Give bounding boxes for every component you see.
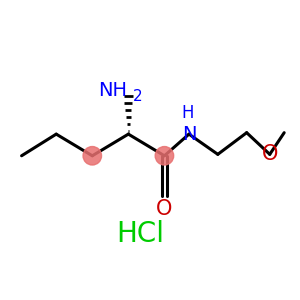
Text: H: H bbox=[181, 104, 194, 122]
Circle shape bbox=[83, 146, 101, 165]
Text: O: O bbox=[262, 144, 278, 164]
Text: HCl: HCl bbox=[116, 220, 164, 248]
Circle shape bbox=[155, 146, 174, 165]
Text: 2: 2 bbox=[133, 89, 142, 104]
Text: O: O bbox=[156, 199, 172, 219]
Text: N: N bbox=[182, 124, 196, 144]
Text: NH: NH bbox=[98, 81, 127, 100]
